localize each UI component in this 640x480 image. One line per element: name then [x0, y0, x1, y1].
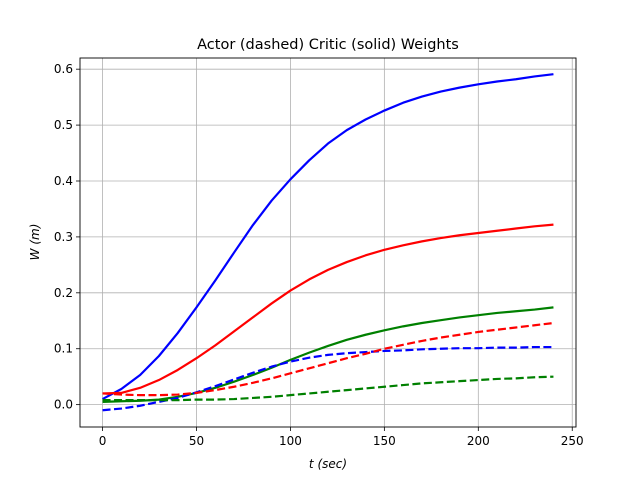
y-tick-label: 0.5	[54, 118, 73, 132]
y-tick-label: 0.2	[54, 286, 73, 300]
series-group	[102, 73, 554, 412]
y-tick-label: 0.6	[54, 62, 73, 76]
x-axis-label: t (sec)	[309, 457, 347, 471]
y-tick-label: 0.0	[54, 398, 73, 412]
x-tick-label: 200	[467, 434, 490, 448]
x-axis-unit: (sec)	[317, 457, 347, 471]
y-axis-label: W (m)	[28, 224, 42, 261]
series-line-actor-green	[102, 375, 554, 402]
series-line-actor-red	[102, 321, 554, 397]
y-tick-label: 0.4	[54, 174, 73, 188]
series-line-actor-blue	[102, 345, 554, 412]
x-tick-label: 50	[189, 434, 204, 448]
x-tick-label: 0	[99, 434, 107, 448]
plot-frame	[79, 57, 577, 428]
x-tick-label: 250	[561, 434, 584, 448]
chart-title: Actor (dashed) Critic (solid) Weights	[197, 37, 459, 53]
y-tick-label: 0.3	[54, 230, 73, 244]
ticks: 0 50 100 150 200 250 0.0 0.1 0.2 0.3 0.4 0.5 0.6	[54, 62, 584, 448]
series-line-critic-red	[102, 223, 554, 395]
y-axis-variable: W	[28, 247, 42, 260]
x-tick-label: 100	[279, 434, 302, 448]
series-line-critic-blue	[102, 73, 554, 401]
y-tick-label: 0.1	[54, 342, 73, 356]
grid	[80, 58, 576, 427]
x-axis-variable: t	[309, 457, 315, 471]
x-tick-label: 150	[373, 434, 396, 448]
y-axis-unit: (m)	[28, 224, 42, 245]
